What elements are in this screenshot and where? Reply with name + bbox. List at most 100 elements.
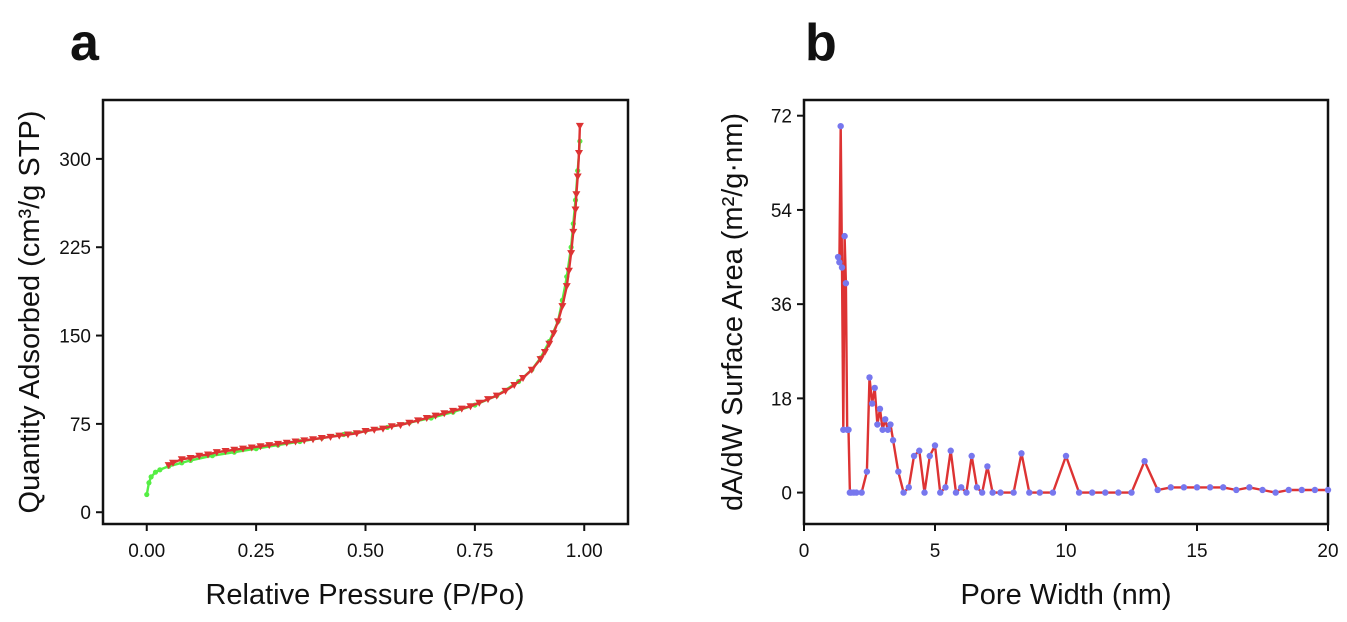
panel-a-series-1-point-19 [492,392,501,400]
panel-a-xtick-label-1: 0.25 [238,541,275,562]
panel-a-ytick-label-2: 150 [59,327,91,348]
panel-a-chart: a 0.00 0.25 0.50 0.75 1.00 0 75 150 225 300 Relat… [14,14,630,611]
panel-b-ytick-label-1: 18 [771,389,792,410]
panel-a-series-1-point-9 [558,303,567,311]
panel-b-series-0-point-18 [874,421,881,428]
panel-b-series-0-point-44 [997,489,1004,496]
panel-a-series-1-point-54 [186,455,195,463]
panel-b-series-0-point-40 [973,484,981,491]
panel-a-series-1-point-33 [370,426,379,434]
panel-a-series-1-point-36 [344,431,352,439]
panel-a-xtick-label-2: 0.50 [347,541,384,562]
panel-a-series [144,122,584,498]
panel-a-series-1-point-13 [540,349,549,357]
panel-b-series-0-point-42 [984,463,991,470]
panel-b-series-0-point-23 [887,421,894,428]
panel-a-series-1-point-43 [282,439,291,447]
panel-a-series-1-point-41 [300,437,309,445]
panel-b-series-0-point-47 [1026,489,1033,496]
panel-b-series-0-point-37 [958,484,965,491]
panel-a-series-1-point-1 [575,150,583,157]
panel-b-series-0-point-68 [1298,486,1306,494]
panel-a-series-1-point-20 [484,396,492,404]
panel-a-ytick-label-1: 75 [70,415,91,436]
panel-b-xtick-label-2: 10 [1055,541,1076,562]
panel-a-series-1-point-25 [440,410,449,418]
panel-b-series-0-point-15 [866,374,873,381]
panel-b-series-0-point-20 [879,426,886,433]
panel-a-series-1-point-55 [177,456,186,464]
panel-a-series-1-point-21 [475,399,484,407]
panel-a-series-1-point-39 [317,435,326,443]
panel-a-series-1-point-0 [575,122,584,130]
panel-a-series-1-point-10 [554,318,562,326]
panel-a-series-0-point-3 [152,469,159,475]
panel-b-series-0-point-33 [937,489,944,496]
panel-b-series [834,122,1332,496]
panel-b-series-0-point-36 [952,489,960,496]
panel-b-frame [802,98,1330,526]
panel-b-series-0-point-46 [1018,450,1025,457]
panel-a-series-1-point-16 [519,374,527,382]
panel-b-xtick-label-4: 20 [1317,541,1338,562]
panel-a-ytick-label-3: 225 [59,238,91,259]
panel-a-frame [101,98,630,526]
panel-a-series-1-point-30 [396,422,405,430]
panel-a-series-1-point-53 [195,452,204,460]
panel-a-series-1-point-26 [431,412,440,420]
panel-b-series-0-point-52 [1089,489,1096,496]
panel-b-ytick-label-2: 36 [771,295,792,316]
panel-a-xtick-label-0: 0.00 [128,541,165,562]
panel-b-series-0-point-53 [1102,489,1109,496]
panel-a-series-1-point-15 [527,366,536,374]
panel-a-series-1-point-47 [247,444,256,452]
panel-a-series-1-point-24 [449,407,457,415]
panel-a-series-1-point-52 [204,451,212,459]
panel-b-series-0-point-59 [1180,484,1188,491]
panel-a-ticks: 0.00 0.25 0.50 0.75 1.00 0 75 150 225 300 [59,150,602,562]
panel-a-series-1-point-45 [265,442,274,450]
panel-b-series-0-point-55 [1128,489,1135,496]
panel-b-series-0-point-28 [910,452,918,460]
panel-b-series-0-point-17 [871,384,878,392]
panel-b-ytick-label-3: 54 [771,201,793,222]
panel-b-series-0-point-56 [1141,457,1148,465]
panel-a-ytick-label-0: 0 [80,503,91,524]
panel-a-series-1-point-14 [536,356,545,364]
panel-b-series-0-point-24 [889,437,897,444]
panel-a-series-0-point-1 [146,480,152,486]
panel-b-xlabel: Pore Width (nm) [960,579,1171,611]
panel-a-series-1-point-4 [571,206,580,214]
panel-a-series-1-point-5 [569,228,578,236]
panel-b-xtick-label-1: 5 [930,541,941,562]
panel-b-series-0-point-45 [1010,489,1017,496]
panel-b-series-0-point-32 [931,442,939,449]
panel-a-series-1-point-38 [326,433,335,441]
panel-a-series-1-point-11 [549,330,558,338]
panel-b-series-0-point-6 [842,280,850,287]
panel-a-series-1-point-28 [414,417,422,425]
panel-a-series-1-point-27 [422,415,431,422]
panel-b-series-0-point-0 [834,253,842,261]
panel-b-series-0-point-13 [858,489,865,496]
panel-a-xtick-label-3: 0.75 [456,541,493,562]
panel-b-xtick-label-3: 15 [1186,541,1207,562]
panel-a-letter: a [70,14,100,72]
panel-a-series-1-point-18 [501,387,510,395]
panel-b-series-0-point-30 [921,489,928,496]
panel-a-ytick-label-4: 300 [59,150,91,171]
panel-b-ytick-label-0: 0 [781,484,792,505]
panel-a-series-1-point-22 [466,403,475,411]
panel-b-series-0-point-5 [841,232,848,240]
panel-a-series-1-point-17 [510,382,519,390]
panel-b-series-0-point-8 [845,426,852,433]
panel-a-ylabel: Quantity Adsorbed (cm³/g STP) [14,111,46,514]
panel-b-series-0-point-70 [1324,486,1332,494]
panel-b-series-0-point-27 [905,484,912,491]
panel-a-series-1-point-3 [572,191,581,199]
panel-b-series-0-point-64 [1246,484,1253,491]
panel-b-series-0-point-12 [853,489,860,496]
panel-a-series-1-point-8 [562,283,571,291]
panel-b-series-0-point-61 [1206,484,1214,491]
